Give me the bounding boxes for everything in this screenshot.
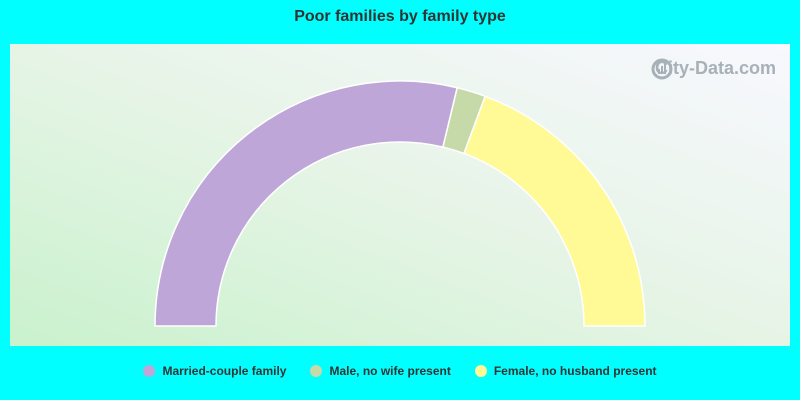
legend-swatch [143,365,156,377]
plot-area: City-Data.com [10,44,790,346]
watermark: City-Data.com [651,58,776,80]
watermark-text: City-Data.com [654,58,776,78]
legend-item-female-no-husband: Female, no husband present [474,364,657,378]
legend-swatch [474,365,487,377]
legend-label: Married-couple family [162,364,287,378]
legend: Married-couple family Male, no wife pres… [0,364,800,378]
slice-married-couple [154,80,459,327]
legend-label: Female, no husband present [493,364,657,378]
slice-female-no-husband [462,95,646,327]
legend-item-married-couple: Married-couple family [143,364,286,378]
chart-title: Poor families by family type [294,8,506,25]
legend-swatch [310,365,323,377]
legend-label: Male, no wife present [329,364,451,378]
legend-item-male-no-wife: Male, no wife present [310,364,451,378]
donut-chart [154,80,646,327]
